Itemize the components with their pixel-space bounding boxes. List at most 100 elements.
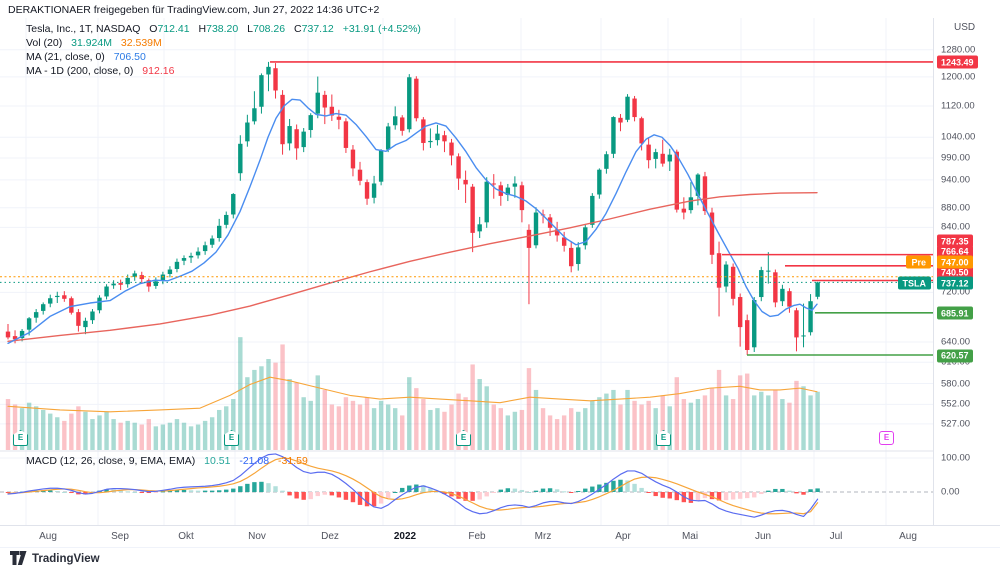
candle-body <box>787 291 792 307</box>
candle-body <box>343 121 349 148</box>
macd-indicator-label[interactable]: MACD (12, 26, close, 9, EMA, EMA) <box>26 455 196 467</box>
time-label: Jul <box>829 531 843 542</box>
price-tick: 880.00 <box>941 202 971 214</box>
macd-signal-value: -31.59 <box>278 455 308 467</box>
candle-body <box>723 264 729 287</box>
volume-bar <box>745 373 750 450</box>
time-label: Dez <box>321 531 339 542</box>
volume-bar <box>385 404 391 450</box>
macd-histogram-bar <box>132 492 137 493</box>
ma200-value: 912.16 <box>142 65 175 77</box>
time-label: Apr <box>615 531 631 542</box>
candle-body <box>639 118 644 144</box>
macd-histogram-bar <box>55 490 60 492</box>
macd-histogram-bar <box>238 486 243 492</box>
price-axis[interactable]: USD 1280.00 1200.00 1120.00 1040.00 990.00 94… <box>933 18 1000 547</box>
macd-histogram-bar <box>195 490 201 492</box>
current-price-label[interactable]: 737.12 <box>937 276 973 290</box>
candle-body <box>653 152 658 159</box>
volume-bar <box>259 366 264 450</box>
ohlc-high-key: H <box>198 23 207 35</box>
level-price-label[interactable]: 766.64 <box>937 245 973 258</box>
candle-body <box>709 212 715 255</box>
macd-histogram-bar <box>5 492 11 493</box>
earnings-marker[interactable]: E <box>456 430 471 446</box>
volume-bar <box>118 422 123 450</box>
volume-bar <box>350 400 356 450</box>
macd-histogram-bar <box>139 492 144 493</box>
volume-bar <box>76 406 81 450</box>
volume-bar <box>723 395 729 450</box>
macd-histogram-bar <box>231 488 236 492</box>
candle-body <box>266 66 271 75</box>
candle-body <box>815 282 820 297</box>
candle-body <box>378 150 384 182</box>
macd-histogram-bar <box>357 492 363 505</box>
candle-body <box>160 274 166 281</box>
macd-histogram-bar <box>125 491 130 493</box>
level-price-label[interactable]: 740.50 <box>937 266 973 279</box>
macd-histogram-bar <box>773 488 778 492</box>
volume-bar <box>322 389 327 450</box>
volume-bar <box>195 424 201 450</box>
candle-body <box>702 176 708 212</box>
volume-bar <box>139 424 144 450</box>
macd-histogram-bar <box>491 492 496 493</box>
ma21-indicator-label[interactable]: MA (21, close, 0) <box>26 51 105 63</box>
volume-bar <box>533 389 539 450</box>
volume-bar <box>83 411 88 450</box>
level-price-label[interactable]: 620.57 <box>937 349 973 362</box>
level-price-label[interactable]: 787.35 <box>937 234 973 248</box>
volume-bar <box>660 395 665 450</box>
macd-histogram-bar <box>667 492 672 499</box>
earnings-marker[interactable]: E <box>13 430 28 446</box>
candle-body <box>533 212 539 246</box>
volume-bar <box>421 399 426 450</box>
volume-bar <box>33 406 39 450</box>
candle-body <box>526 229 532 248</box>
macd-legend[interactable]: MACD (12, 26, close, 9, EMA, EMA) 10.51 … <box>26 454 308 468</box>
ma200-indicator-label[interactable]: MA - 1D (200, close, 0) <box>26 65 134 77</box>
ma200-line <box>7 191 818 343</box>
volume-bar <box>153 426 159 450</box>
next-earnings-marker[interactable]: E <box>879 431 894 445</box>
macd-histogram-bar <box>759 492 764 495</box>
macd-histogram-bar <box>498 489 503 492</box>
candle-body <box>583 227 588 246</box>
volume-bar <box>273 362 278 450</box>
candle-body <box>12 336 18 340</box>
volume-bar <box>407 377 412 450</box>
earnings-marker[interactable]: E <box>656 430 671 446</box>
time-axis[interactable]: Aug Sep Okt Nov Dez 2022 Feb Mrz Apr Mai Jun Jul Aug <box>0 525 1000 548</box>
volume-bar <box>752 395 757 450</box>
symbol-title[interactable]: Tesla, Inc., 1T, NASDAQ <box>26 23 141 35</box>
tradingview-logo[interactable]: TradingView <box>10 551 100 566</box>
macd-histogram-bar <box>385 492 391 499</box>
volume-bar <box>371 408 377 450</box>
candle-body <box>674 151 679 210</box>
pre-market-tag[interactable]: Pre <box>906 255 931 269</box>
candle-body <box>414 78 419 119</box>
macd-histogram-bar <box>745 492 750 499</box>
macd-histogram-bar <box>442 492 447 495</box>
volume-bar <box>801 386 806 450</box>
volume-bar <box>55 417 60 450</box>
macd-histogram-bar <box>463 492 468 501</box>
symbol-price-tag[interactable]: TSLA <box>897 276 931 290</box>
time-label: Feb <box>468 531 486 542</box>
candle-body <box>730 266 736 299</box>
premarket-price-label[interactable]: 747.00 <box>937 255 973 269</box>
volume-bar <box>428 409 433 450</box>
level-price-label[interactable]: 1243.49 <box>937 55 978 69</box>
symbol-legend[interactable]: Tesla, Inc., 1T, NASDAQ O712.41 H738.20 … <box>26 22 421 78</box>
earnings-marker[interactable]: E <box>224 430 239 446</box>
macd-histogram-bar <box>780 488 785 492</box>
time-label: Aug <box>899 531 917 542</box>
volume-indicator-label[interactable]: Vol (20) <box>26 37 63 49</box>
candle-body <box>83 320 88 328</box>
candle-body <box>604 154 609 169</box>
level-price-label[interactable]: 685.91 <box>937 306 973 320</box>
volume-bar <box>569 408 574 450</box>
volume-bar <box>709 388 715 450</box>
